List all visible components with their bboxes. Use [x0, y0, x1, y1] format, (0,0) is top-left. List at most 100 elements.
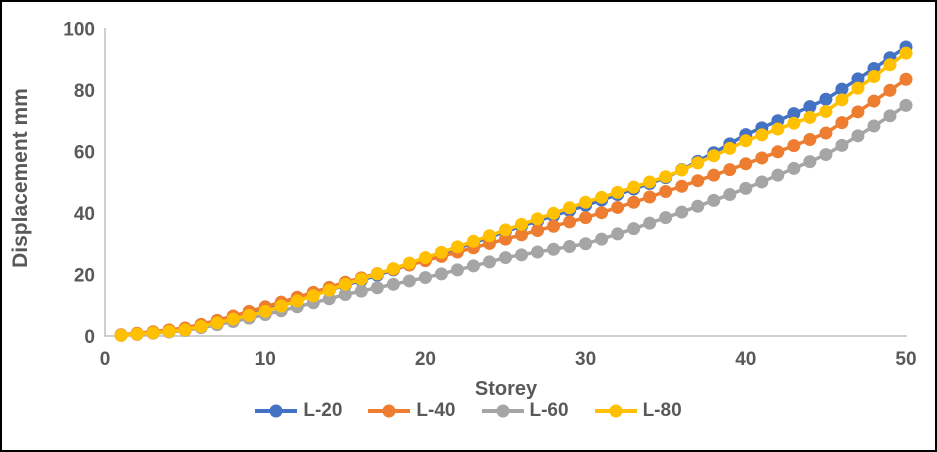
series-marker-L-40 — [595, 206, 609, 220]
series-marker-L-80 — [755, 128, 769, 142]
y-tick-label: 40 — [74, 204, 95, 225]
legend: L-20 L-40 L-60 L-80 — [2, 400, 935, 422]
series-marker-L-60 — [595, 232, 609, 246]
series-marker-L-20 — [803, 100, 817, 114]
series-marker-L-40 — [547, 219, 561, 233]
series-marker-L-80 — [803, 110, 817, 124]
series-marker-L-60 — [739, 181, 753, 195]
legend-label-L-40: L-40 — [416, 400, 456, 421]
legend-item-L-60: L-60 — [481, 400, 569, 422]
series-marker-L-80 — [723, 141, 737, 155]
series-marker-L-40 — [739, 157, 753, 171]
series-marker-L-60 — [659, 211, 673, 225]
series-marker-L-60 — [547, 242, 561, 256]
series-marker-L-80 — [290, 294, 304, 308]
series-marker-L-80 — [306, 289, 320, 303]
series-marker-L-80 — [178, 323, 192, 337]
series-marker-L-60 — [531, 245, 545, 259]
series-marker-L-80 — [322, 283, 336, 297]
series-marker-L-80 — [547, 206, 561, 220]
y-tick-label: 0 — [84, 327, 95, 348]
series-marker-L-60 — [771, 168, 785, 182]
series-marker-L-40 — [707, 168, 721, 182]
legend-item-L-20: L-20 — [255, 400, 342, 422]
series-marker-L-60 — [867, 119, 881, 133]
x-tick-label: 40 — [735, 349, 756, 370]
y-tick-label: 80 — [74, 81, 95, 102]
series-marker-L-80 — [643, 175, 657, 189]
series-marker-L-80 — [338, 277, 352, 291]
series-marker-L-60 — [787, 161, 801, 175]
series-marker-L-40 — [803, 133, 817, 147]
series-marker-L-40 — [691, 174, 705, 188]
series-marker-L-40 — [627, 195, 641, 209]
series-marker-L-80 — [146, 326, 160, 340]
series-marker-L-40 — [835, 116, 849, 130]
series-marker-L-80 — [354, 272, 368, 286]
legend-marker-icon — [269, 404, 283, 418]
y-tick-label: 20 — [74, 266, 95, 287]
series-marker-L-40 — [531, 224, 545, 238]
series-marker-L-20 — [787, 107, 801, 121]
series-marker-L-80 — [707, 149, 721, 163]
series-marker-L-80 — [499, 223, 512, 237]
series-marker-L-80 — [450, 240, 464, 254]
series-marker-L-60 — [402, 274, 416, 288]
series-marker-L-60 — [819, 148, 833, 162]
series-marker-L-80 — [771, 122, 785, 136]
series-line-L-20 — [120, 45, 907, 337]
series-marker-L-80 — [835, 93, 849, 107]
series-marker-L-80 — [482, 229, 496, 243]
y-tick-label: 100 — [63, 20, 95, 41]
series-marker-L-60 — [643, 216, 657, 230]
series-marker-L-80 — [819, 105, 833, 119]
series-marker-L-60 — [835, 138, 849, 152]
x-tick-label: 10 — [255, 349, 276, 370]
y-tick-label: 60 — [74, 143, 95, 164]
series-marker-L-40 — [515, 228, 529, 242]
series-marker-L-60 — [723, 188, 737, 202]
series-marker-L-40 — [579, 211, 593, 225]
series-line-L-80 — [120, 51, 908, 338]
series-marker-L-60 — [482, 255, 496, 269]
series-marker-L-80 — [258, 304, 272, 318]
series-marker-L-80 — [787, 116, 801, 130]
series-marker-L-80 — [226, 312, 240, 326]
series-marker-L-80 — [563, 201, 577, 215]
series-marker-L-40 — [675, 179, 689, 193]
series-marker-L-80 — [659, 170, 673, 184]
legend-swatch-L-20 — [255, 404, 298, 418]
series-marker-L-80 — [867, 69, 881, 83]
x-tick-label: 50 — [895, 349, 916, 370]
legend-marker-icon — [609, 404, 623, 418]
legend-label-L-80: L-80 — [642, 400, 682, 421]
series-marker-L-40 — [867, 94, 881, 108]
series-marker-L-60 — [803, 155, 817, 169]
series-marker-L-40 — [899, 72, 913, 86]
series-marker-L-80 — [402, 256, 416, 270]
legend-item-L-40: L-40 — [368, 400, 456, 422]
series-marker-L-80 — [595, 190, 609, 204]
series-marker-L-60 — [338, 287, 352, 301]
legend-label-L-60: L-60 — [529, 400, 569, 421]
series-marker-L-60 — [563, 240, 577, 254]
series-marker-L-80 — [627, 180, 641, 194]
series-marker-L-60 — [386, 277, 400, 291]
series-marker-L-80 — [515, 217, 529, 231]
series-marker-L-60 — [370, 281, 384, 295]
series-marker-L-80 — [531, 212, 545, 226]
legend-item-L-80: L-80 — [594, 400, 682, 422]
legend-swatch-L-80 — [594, 404, 637, 418]
series-marker-L-80 — [675, 163, 689, 177]
series-marker-L-60 — [627, 222, 641, 236]
series-marker-L-80 — [162, 324, 176, 338]
axis-lines — [104, 28, 907, 337]
series-marker-L-40 — [611, 200, 625, 214]
series-marker-L-80 — [242, 308, 256, 322]
legend-label-L-20: L-20 — [303, 400, 343, 421]
series-marker-L-20 — [819, 92, 833, 106]
series-marker-L-80 — [130, 327, 144, 341]
legend-swatch-L-40 — [368, 404, 411, 418]
